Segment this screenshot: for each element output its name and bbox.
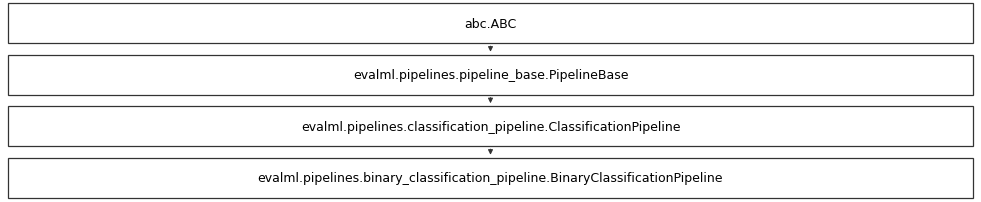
Text: evalml.pipelines.binary_classification_pipeline.BinaryClassificationPipeline: evalml.pipelines.binary_classification_p…: [258, 171, 723, 184]
Bar: [8, 4, 973, 44]
Bar: [8, 107, 973, 147]
Text: evalml.pipelines.classification_pipeline.ClassificationPipeline: evalml.pipelines.classification_pipeline…: [301, 120, 680, 133]
Text: evalml.pipelines.pipeline_base.PipelineBase: evalml.pipelines.pipeline_base.PipelineB…: [353, 69, 628, 82]
Text: abc.ABC: abc.ABC: [464, 18, 517, 31]
Bar: [8, 55, 973, 96]
Bar: [8, 158, 973, 198]
